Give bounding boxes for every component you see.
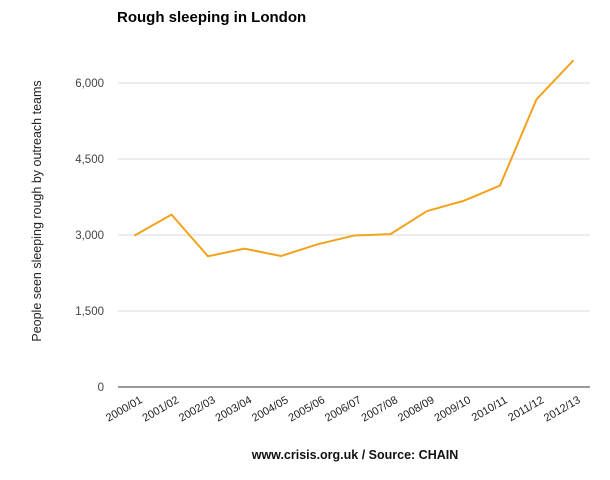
- x-tick-label: 2001/02: [141, 394, 181, 424]
- x-tick-label: 2005/06: [287, 394, 327, 424]
- x-tick-label: 2009/10: [433, 394, 473, 424]
- y-tick-label: 6,000: [75, 78, 104, 90]
- x-axis-ticks: 2000/012001/022002/032003/042004/052005/…: [104, 394, 582, 424]
- y-axis-ticks: 0 1,500 3,000 4,500 6,000: [75, 78, 104, 394]
- series-layer: [134, 59, 574, 258]
- x-tick-label: 2002/03: [177, 394, 217, 424]
- y-tick-label: 3,000: [75, 230, 104, 242]
- x-tick-label: 2007/08: [360, 394, 400, 424]
- chart-title: Rough sleeping in London: [117, 9, 306, 26]
- x-tick-label: 2010/11: [470, 394, 510, 424]
- chart-source-footer: www.crisis.org.uk / Source: CHAIN: [251, 448, 459, 462]
- y-tick-label: 0: [98, 382, 104, 394]
- x-tick-label: 2011/12: [506, 394, 546, 424]
- x-tick-label: 2003/04: [214, 394, 254, 424]
- x-tick-label: 2006/07: [323, 394, 363, 424]
- x-tick-label: 2000/01: [104, 394, 144, 424]
- x-tick-label: 2004/05: [250, 394, 290, 424]
- y-tick-label: 4,500: [75, 154, 104, 166]
- series-line: [134, 59, 574, 258]
- x-tick-label: 2008/09: [396, 394, 436, 424]
- x-tick-label: 2012/13: [542, 394, 582, 424]
- y-tick-label: 1,500: [75, 306, 104, 318]
- y-axis-title: People seen sleeping rough by outreach t…: [30, 80, 44, 341]
